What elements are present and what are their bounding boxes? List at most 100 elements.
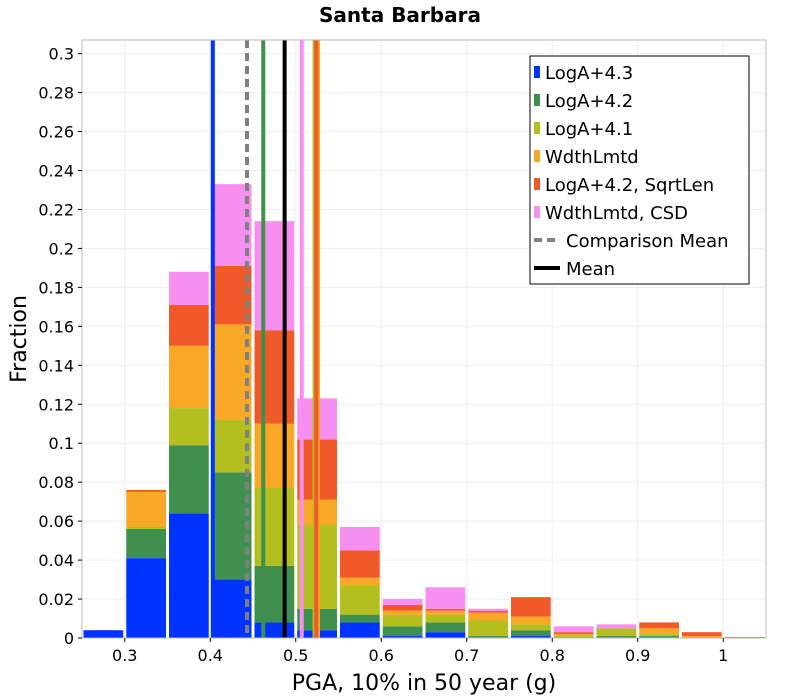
bar-segment-2 [553, 636, 594, 638]
legend-label: WdthLmtd [545, 147, 639, 168]
legend-swatch [534, 66, 540, 78]
bar-segment-5 [468, 608, 508, 611]
y-tick-label: 0.24 [38, 162, 74, 181]
y-tick-label: 0.16 [38, 317, 74, 336]
x-tick-label: 0.7 [454, 646, 479, 665]
x-axis-ticks: 0.3 0.4 0.5 0.6 0.7 0.8 0.9 1 [112, 638, 728, 665]
bar-segment-0 [340, 622, 380, 638]
bar-segment-5 [340, 526, 380, 551]
bar-segment-4 [126, 489, 166, 492]
legend-label: LogA+4.2, SqrtLen [545, 175, 714, 196]
bar-segment-4 [382, 604, 423, 611]
bar-segment-1 [511, 630, 551, 637]
bar-segment-3 [254, 423, 295, 489]
y-tick-label: 0.04 [38, 551, 74, 570]
bar-segment-4 [425, 608, 466, 611]
bar-segment-5 [553, 626, 594, 633]
bar-segment-4 [639, 622, 679, 629]
y-axis-label: Fraction [7, 295, 32, 383]
bar-segment-1 [169, 445, 209, 514]
bar-segment-5 [425, 587, 466, 609]
bar-segment-5 [382, 599, 423, 605]
y-tick-label: 0.28 [38, 84, 74, 103]
x-axis-label: PGA, 10% in 50 year (g) [292, 671, 556, 696]
bar-segment-5 [169, 271, 209, 305]
bar-segment-3 [682, 636, 722, 638]
bar-segment-2 [511, 624, 551, 631]
x-tick-label: 0.8 [540, 646, 565, 665]
bar-segment-5 [596, 624, 637, 629]
bar-segment-4 [682, 632, 722, 637]
bar-segment-1 [639, 636, 679, 638]
bar-segment-4 [468, 610, 508, 613]
legend-swatch [534, 94, 540, 106]
bar-segment-2 [169, 408, 209, 446]
bar-segment-3 [126, 491, 166, 527]
legend-swatch [534, 178, 540, 190]
x-tick-label: 1 [718, 646, 728, 665]
plot-frame [81, 39, 767, 639]
bar-segment-1 [254, 565, 295, 623]
x-tick-label: 0.9 [625, 646, 650, 665]
bar-segment-4 [340, 550, 380, 578]
legend-swatch [534, 206, 540, 218]
y-axis-ticks: 0 0.02 0.04 0.06 0.08 0.1 0.12 0.14 0.16 0.18 0.2 0… [38, 45, 82, 648]
bar-segment-2 [425, 614, 466, 623]
y-tick-label: 0.22 [38, 200, 74, 219]
y-tick-label: 0.18 [38, 278, 74, 297]
bar-segment-2 [211, 419, 252, 473]
bar-segment-1 [425, 622, 466, 633]
legend: LogA+4.3 LogA+4.2 LogA+4.1 WdthLmtd LogA+4.2… [529, 55, 750, 285]
legend-swatch [534, 122, 540, 134]
x-tick-label: 0.4 [198, 646, 223, 665]
y-tick-label: 0.3 [49, 45, 74, 64]
bar-segment-0 [425, 632, 466, 638]
bar-segment-3 [169, 345, 209, 409]
bar-segment-4 [254, 330, 295, 424]
bar-segment-2 [126, 526, 166, 529]
x-tick-label: 0.3 [112, 646, 137, 665]
bar-segment-1 [382, 626, 423, 637]
bar-segment-0 [382, 636, 423, 638]
legend-label: LogA+4.2 [545, 91, 633, 112]
bar-segment-3 [425, 610, 466, 615]
legend-label: LogA+4.1 [545, 119, 633, 140]
bar-segment-1 [596, 636, 637, 638]
bar-segment-1 [468, 636, 508, 638]
bar-segment-2 [340, 585, 380, 615]
y-tick-label: 0.2 [49, 239, 74, 258]
chart-title: Santa Barbara [319, 3, 481, 27]
bar-segment-2 [254, 488, 295, 566]
bar-segment-4 [169, 304, 209, 346]
legend-label: Comparison Mean [566, 231, 729, 252]
y-tick-label: 0.14 [38, 356, 74, 375]
y-tick-label: 0.02 [38, 590, 74, 609]
bar-segment-0 [126, 558, 166, 638]
bar-segment-3 [211, 324, 252, 420]
bar-segment-5 [254, 221, 295, 331]
legend-box [529, 55, 750, 285]
mean-lines [210, 40, 320, 638]
bar-segment-0 [511, 636, 551, 638]
bar-segment-1 [211, 472, 252, 580]
bar-segment-3 [340, 577, 380, 586]
y-tick-label: 0.26 [38, 123, 74, 142]
bar-segment-0 [169, 513, 209, 638]
legend-swatch [534, 150, 540, 162]
bar-segment-3 [382, 610, 423, 615]
bar-segment-0 [211, 579, 252, 638]
bar-segment-1 [126, 528, 166, 559]
bar-segment-4 [211, 265, 252, 325]
bar-segment-3 [468, 612, 508, 621]
bar-segment-2 [468, 620, 508, 637]
y-tick-label: 0.06 [38, 512, 74, 531]
y-tick-label: 0 [64, 629, 74, 648]
bar-segment-4 [511, 597, 551, 617]
bar-segment-3 [553, 634, 594, 637]
y-tick-label: 0.08 [38, 473, 74, 492]
bar-segment-0 [83, 630, 124, 638]
y-tick-label: 0.12 [38, 395, 74, 414]
bar-segment-2 [639, 634, 679, 637]
bar-segment-5 [211, 184, 252, 266]
bar-segment-2 [596, 628, 637, 637]
